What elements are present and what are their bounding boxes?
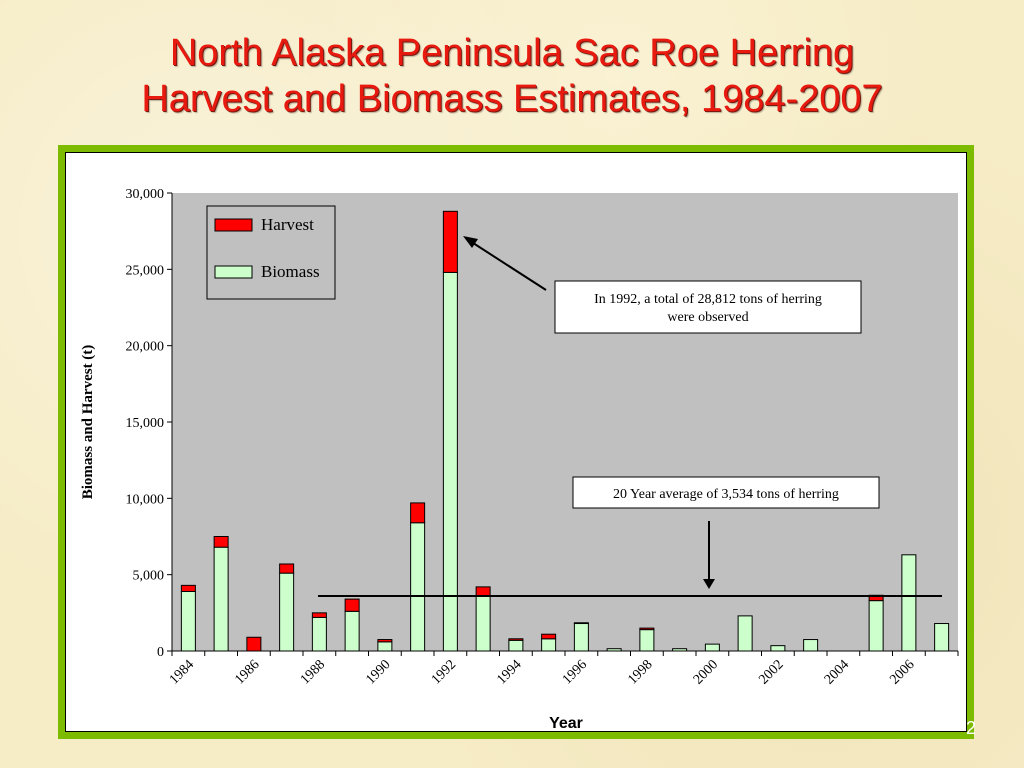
x-tick-label: 1994 [494, 657, 524, 687]
bar-biomass-2001 [737, 615, 753, 652]
legend-swatch-biomass [214, 265, 253, 279]
slide-title: North Alaska Peninsula Sac Roe Herring H… [0, 30, 1024, 122]
bar-biomass-1991 [410, 522, 426, 652]
y-tick-label: 25,000 [126, 263, 165, 278]
annotation-1992-line2: were observed [667, 310, 748, 325]
slide-title-line1: North Alaska Peninsula Sac Roe Herring [169, 32, 855, 74]
bar-harvest-1990 [377, 639, 393, 643]
x-tick-label: 2002 [756, 657, 786, 687]
chart-area: 0 5,000 10,000 15,000 20,000 25,000 30,000 198… [65, 152, 967, 732]
annotation-1992-box [554, 280, 862, 334]
bar-biomass-1996 [573, 623, 589, 652]
bar-harvest-1994 [508, 638, 524, 641]
bar-biomass-1985 [213, 546, 229, 652]
bar-biomass-1984 [180, 590, 196, 652]
x-tick-label: 1984 [167, 657, 197, 687]
y-tick-label: 10,000 [126, 492, 165, 507]
x-tick-label: 2004 [822, 657, 852, 687]
x-axis-label: Year [549, 715, 583, 731]
herring-chart: 0 5,000 10,000 15,000 20,000 25,000 30,000 198… [80, 187, 959, 731]
y-tick-label: 30,000 [126, 187, 165, 202]
bar-biomass-2006 [901, 554, 917, 652]
x-tick-label: 1998 [625, 657, 655, 687]
bar-biomass-1995 [541, 638, 557, 652]
y-tick-label: 15,000 [126, 416, 165, 431]
bar-harvest-1988 [311, 612, 327, 618]
annotation-1992: In 1992, a total of 28,812 tons of herri… [463, 236, 862, 334]
x-tick-label: 1996 [560, 657, 590, 687]
x-ticks: 1984 1986 1988 1990 1992 1994 1996 1998 2000 2002… [167, 651, 959, 688]
x-tick-label: 1990 [363, 657, 393, 687]
bar-biomass-1987 [279, 572, 295, 652]
bar-harvest-1991 [410, 502, 426, 524]
bar-harvest-1996 [573, 622, 589, 625]
annotation-average: 20 Year average of 3,534 tons of herring [572, 476, 880, 589]
y-tick-label: 20,000 [126, 340, 165, 355]
bar-biomass-1990 [377, 641, 393, 652]
bar-biomass-1998 [639, 629, 655, 652]
legend-swatch-harvest [214, 218, 253, 232]
y-ticks: 0 5,000 10,000 15,000 20,000 25,000 30,000 [126, 187, 172, 660]
chart-frame: 0 5,000 10,000 15,000 20,000 25,000 30,000 198… [58, 145, 974, 739]
x-tick-label: 1986 [232, 657, 262, 687]
bar-biomass-1988 [311, 616, 327, 652]
x-tick-label: 2000 [691, 657, 721, 687]
bar-harvest-1987 [279, 563, 295, 574]
y-tick-label: 0 [157, 645, 164, 660]
legend-label-harvest: Harvest [261, 215, 314, 234]
bar-biomass-2000 [704, 643, 720, 652]
bar-harvest-1986 [246, 636, 262, 652]
x-tick-label: 2006 [887, 657, 917, 687]
annotation-average-box [572, 476, 880, 509]
annotation-1992-arrow [469, 240, 547, 291]
x-tick-label: 1988 [298, 657, 328, 687]
annotation-average-text: 20 Year average of 3,534 tons of herring [613, 487, 839, 502]
y-axis-label: Biomass and Harvest (t) [80, 345, 96, 500]
legend: Harvest Biomass [206, 205, 336, 300]
annotation-1992-arrowhead [463, 236, 478, 248]
bar-biomass-2007 [934, 623, 950, 652]
bar-biomass-2005 [868, 600, 884, 652]
bar-harvest-1989 [344, 598, 360, 612]
bar-biomass-2002 [770, 645, 786, 652]
annotation-average-arrowhead [703, 579, 715, 589]
bar-harvest-1985 [213, 536, 229, 548]
slide-title-line2: Harvest and Biomass Estimates, 1984-2007 [141, 78, 883, 120]
bar-harvest-1984 [180, 584, 196, 592]
bar-biomass-1994 [508, 639, 524, 652]
x-tick-label: 1992 [429, 657, 459, 687]
bar-biomass-2003 [803, 639, 819, 652]
bar-harvest-1998 [639, 627, 655, 631]
legend-label-biomass: Biomass [261, 262, 320, 281]
bar-biomass-1992 [442, 271, 458, 652]
bar-harvest-1992 [442, 210, 458, 273]
page-number: 2 [966, 718, 977, 738]
bar-harvest-1995 [541, 633, 557, 640]
bar-biomass-1989 [344, 610, 360, 652]
y-tick-label: 5,000 [133, 569, 165, 584]
bar-biomass-1993 [475, 595, 491, 652]
bar-harvest-1993 [475, 586, 491, 597]
annotation-1992-line1: In 1992, a total of 28,812 tons of herri… [594, 292, 822, 307]
